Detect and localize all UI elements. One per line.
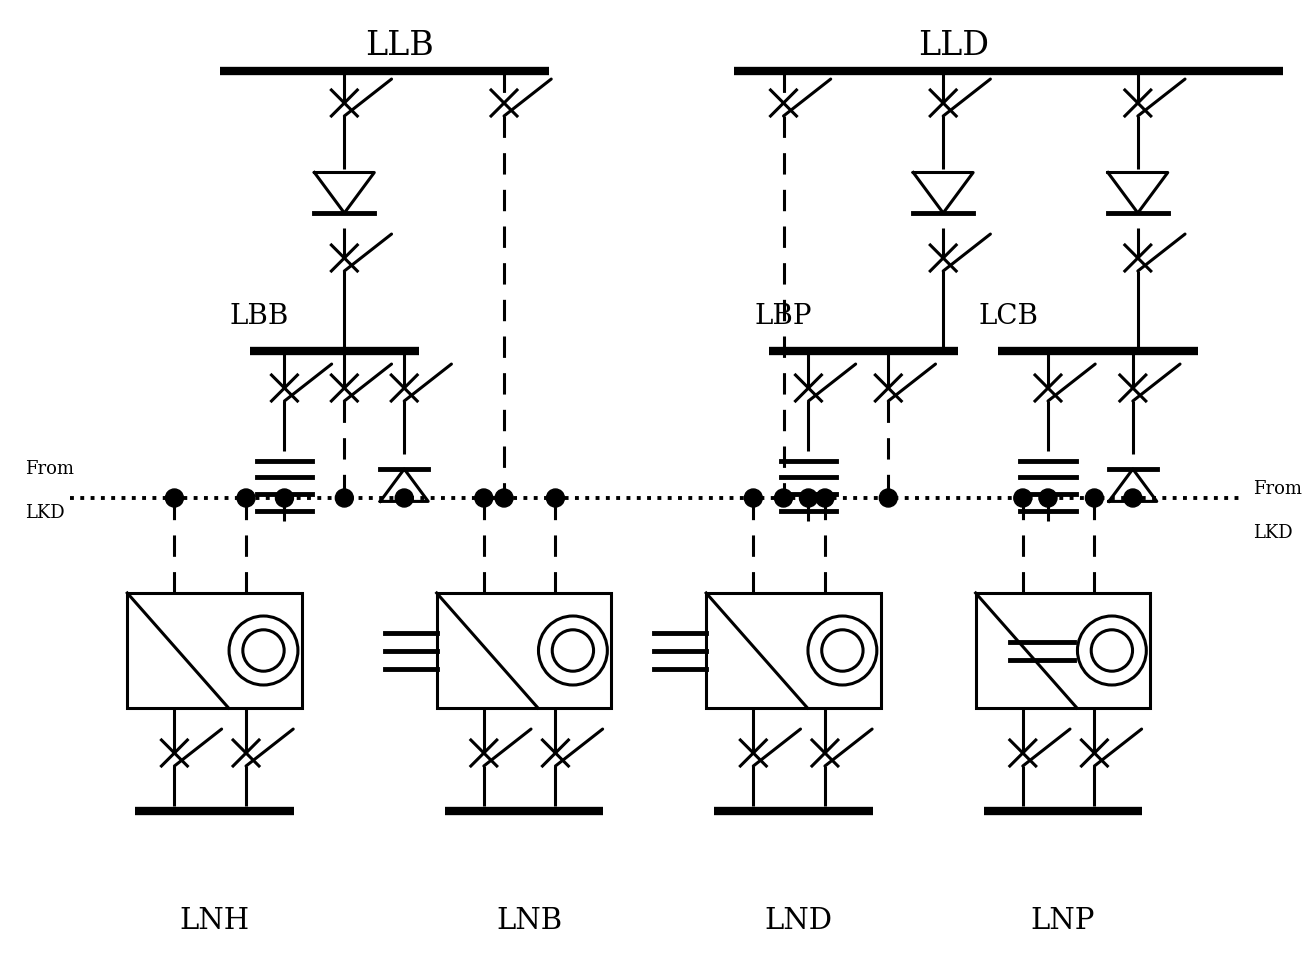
Bar: [437, 593, 611, 708]
Text: LKD: LKD: [25, 504, 64, 522]
Circle shape: [396, 489, 413, 507]
Circle shape: [1085, 489, 1103, 507]
Circle shape: [547, 489, 564, 507]
Circle shape: [494, 489, 513, 507]
Text: LLD: LLD: [918, 30, 989, 62]
Text: LNH: LNH: [180, 907, 250, 935]
Text: LKD: LKD: [1253, 524, 1293, 542]
Circle shape: [335, 489, 354, 507]
Text: From: From: [1253, 480, 1302, 498]
Circle shape: [275, 489, 293, 507]
Text: LBP: LBP: [755, 303, 813, 330]
Circle shape: [1014, 489, 1032, 507]
Circle shape: [775, 489, 793, 507]
Bar: [976, 593, 1151, 708]
Text: LNB: LNB: [496, 907, 562, 935]
Text: LND: LND: [764, 907, 832, 935]
Text: LNP: LNP: [1031, 907, 1095, 935]
Circle shape: [237, 489, 255, 507]
Text: LBB: LBB: [230, 303, 289, 330]
Text: From: From: [25, 460, 74, 478]
Circle shape: [166, 489, 183, 507]
Text: LLB: LLB: [364, 30, 434, 62]
Circle shape: [880, 489, 897, 507]
Bar: [128, 593, 302, 708]
Circle shape: [744, 489, 763, 507]
Text: LCB: LCB: [978, 303, 1038, 330]
Circle shape: [475, 489, 493, 507]
Circle shape: [1124, 489, 1141, 507]
Circle shape: [815, 489, 834, 507]
Bar: [706, 593, 881, 708]
Circle shape: [1039, 489, 1057, 507]
Circle shape: [800, 489, 818, 507]
